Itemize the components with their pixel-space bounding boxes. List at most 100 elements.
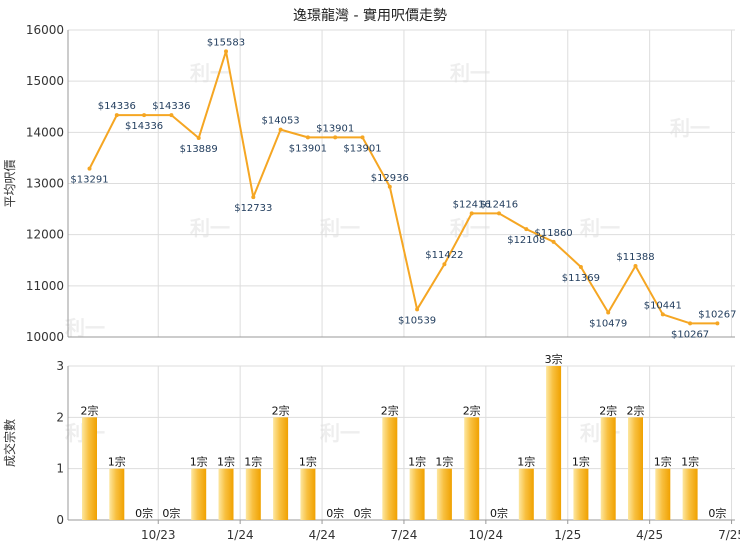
- count-bar: [218, 468, 234, 520]
- price-point: [333, 135, 338, 140]
- count-data-label: 0宗: [354, 506, 372, 520]
- price-point: [196, 136, 201, 141]
- price-point: [633, 263, 638, 268]
- price-data-label: $12108: [507, 235, 545, 246]
- price-point: [360, 135, 365, 140]
- price-data-label: $11388: [616, 252, 654, 263]
- count-bar: [109, 468, 125, 520]
- price-y-tick-label: 14000: [26, 125, 64, 139]
- price-data-label: $14336: [152, 101, 190, 112]
- count-data-label: 1宗: [435, 455, 453, 469]
- count-data-label: 1宗: [517, 455, 535, 469]
- watermark-text: 利一: [670, 116, 710, 140]
- count-panel: 利一利一利一0123成交宗數2宗1宗0宗0宗1宗1宗1宗2宗1宗0宗0宗2宗1宗…: [2, 352, 735, 527]
- price-point: [442, 262, 447, 267]
- x-tick-label: 10/24: [469, 528, 504, 542]
- price-point: [251, 195, 256, 200]
- x-tick-label: 1/24: [227, 528, 254, 542]
- price-point: [715, 321, 720, 326]
- price-data-label: $13889: [180, 144, 218, 155]
- price-point: [387, 184, 392, 189]
- price-point: [524, 227, 529, 232]
- price-data-label: $11369: [562, 273, 600, 284]
- count-bar: [546, 366, 562, 520]
- x-tick-label: 4/24: [309, 528, 336, 542]
- price-data-label: $11860: [535, 228, 573, 239]
- count-data-label: 1宗: [681, 455, 699, 469]
- count-data-label: 2宗: [381, 403, 399, 417]
- count-bar: [436, 468, 452, 520]
- price-data-label: $12936: [371, 173, 409, 184]
- price-point: [114, 113, 119, 118]
- price-point: [142, 113, 147, 118]
- count-data-label: 1宗: [244, 455, 262, 469]
- price-point: [169, 113, 174, 118]
- price-data-label: $14336: [98, 101, 136, 112]
- price-y-tick-label: 15000: [26, 74, 64, 88]
- price-data-label: $13901: [316, 123, 354, 134]
- count-data-label: 0宗: [326, 506, 344, 520]
- count-y-axis-label: 成交宗數: [2, 419, 17, 467]
- price-data-label: $13291: [70, 175, 108, 186]
- watermark-text: 利一: [320, 216, 360, 240]
- count-bar: [518, 468, 534, 520]
- price-data-label: $10441: [644, 300, 682, 311]
- price-point: [87, 166, 92, 171]
- count-bar: [245, 468, 261, 520]
- count-y-tick-label: 1: [56, 462, 64, 476]
- price-data-label: $14053: [262, 116, 300, 127]
- count-y-tick-label: 2: [56, 410, 64, 424]
- x-tick-label: 1/25: [554, 528, 581, 542]
- x-tick-label: 7/25: [718, 528, 740, 542]
- price-data-label: $13901: [289, 143, 327, 154]
- count-bar: [82, 417, 97, 520]
- count-data-label: 2宗: [81, 403, 99, 417]
- count-bar: [273, 417, 289, 520]
- count-data-label: 2宗: [463, 403, 481, 417]
- price-y-tick-label: 13000: [26, 177, 64, 191]
- price-point: [224, 49, 228, 54]
- count-bar: [655, 468, 671, 520]
- count-bar: [600, 417, 616, 520]
- watermark-text: 利一: [320, 421, 360, 445]
- price-y-tick-label: 16000: [26, 23, 64, 37]
- x-tick-label: 7/24: [390, 528, 417, 542]
- count-data-label: 1宗: [299, 455, 317, 469]
- price-data-label: $10479: [589, 318, 627, 329]
- price-data-label: $14336: [125, 121, 163, 132]
- count-bar: [409, 468, 425, 520]
- count-data-label: 0宗: [162, 506, 180, 520]
- price-point: [469, 211, 474, 216]
- count-data-label: 2宗: [272, 403, 290, 417]
- x-axis: 10/23 1/24 4/24 7/24 10/24 1/25 4/25 7/25: [141, 520, 740, 542]
- price-data-label: $15583: [207, 37, 245, 48]
- price-data-label: $10267: [671, 329, 709, 340]
- price-data-label: $12416: [453, 199, 491, 210]
- price-data-label: $12416: [480, 199, 518, 210]
- price-data-label: $13901: [343, 143, 381, 154]
- price-data-label: $10539: [398, 315, 436, 326]
- watermark-text: 利一: [65, 316, 105, 340]
- count-bar: [382, 417, 398, 520]
- count-bar: [191, 468, 207, 520]
- price-data-label: $12733: [234, 203, 272, 214]
- count-bar: [628, 417, 643, 520]
- count-y-tick-label: 0: [56, 513, 64, 527]
- count-data-label: 1宗: [190, 455, 208, 469]
- price-series-line: [88, 50, 718, 325]
- price-point: [497, 211, 501, 216]
- price-point: [688, 321, 693, 326]
- price-y-tick-label: 10000: [26, 330, 64, 344]
- price-point: [305, 135, 310, 140]
- x-tick-label: 10/23: [141, 528, 176, 542]
- count-bar: [464, 417, 480, 520]
- count-data-label: 3宗: [545, 352, 563, 366]
- count-data-label: 0宗: [490, 506, 508, 520]
- watermark-text: 利一: [580, 216, 620, 240]
- count-data-label: 2宗: [627, 403, 645, 417]
- count-bar: [682, 468, 698, 520]
- x-tick-label: 4/25: [636, 528, 663, 542]
